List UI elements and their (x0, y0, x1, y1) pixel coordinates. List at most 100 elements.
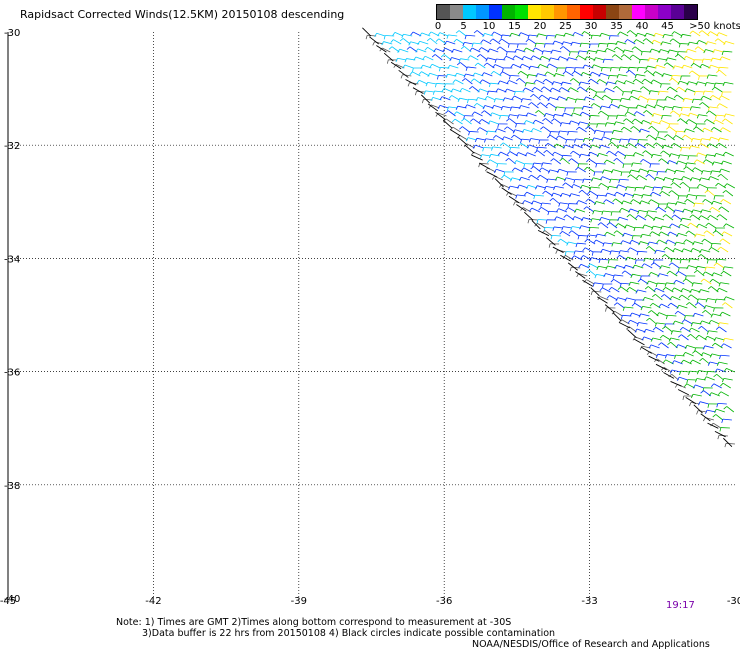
barb-feather (669, 77, 673, 82)
barb-feather (696, 410, 699, 415)
barb-feather (629, 240, 633, 244)
wind-barb (652, 186, 663, 191)
wind-barb (526, 74, 538, 79)
wind-barb (620, 171, 631, 176)
colorbar-segment (437, 5, 450, 19)
wind-barb (622, 306, 634, 311)
barb-shaft (588, 126, 596, 133)
barb-shaft (705, 310, 713, 317)
wind-barb (406, 46, 418, 53)
barb-feather (698, 177, 702, 182)
wind-barb (674, 169, 685, 175)
barb-feather (685, 230, 689, 234)
barb-shaft (684, 208, 694, 213)
wind-barb (712, 414, 724, 421)
barb-shaft (713, 422, 722, 429)
barb-feather (429, 63, 433, 68)
wind-barb (650, 153, 662, 159)
barb-shaft (626, 224, 636, 229)
barb-feather (698, 30, 703, 34)
wind-barb (537, 63, 549, 69)
colorbar-segment (541, 5, 554, 19)
barb-feather (682, 208, 685, 213)
wind-barb (549, 198, 561, 205)
wind-barb (572, 31, 584, 37)
barb-shaft (692, 30, 701, 37)
barb-shaft (704, 90, 714, 93)
wind-barb (664, 354, 676, 359)
barb-feather (579, 185, 583, 189)
barb-shaft (717, 258, 727, 261)
barb-shaft (471, 47, 481, 53)
wind-barb (619, 207, 631, 213)
barb-feather (543, 227, 546, 232)
colorbar-segment (476, 5, 489, 19)
barb-shaft (709, 106, 719, 109)
barb-feather (702, 310, 706, 314)
barb-feather (713, 82, 716, 88)
wind-barb (399, 38, 411, 45)
wind-barb (623, 118, 634, 125)
wind-barb (718, 206, 730, 213)
barb-feather (534, 185, 538, 190)
barb-shaft (667, 57, 677, 61)
barb-shaft (605, 273, 615, 277)
wind-barb (628, 95, 640, 101)
wind-barb (646, 351, 658, 357)
barb-shaft (651, 125, 659, 133)
barb-feather (652, 326, 657, 331)
barb-shaft (684, 319, 693, 325)
barb-feather (620, 54, 625, 58)
barb-feather (515, 152, 519, 157)
barb-feather (513, 91, 516, 96)
wind-barb (653, 32, 665, 37)
wind-barb (713, 153, 725, 158)
barb-shaft (521, 138, 531, 141)
barb-feather (528, 102, 532, 106)
barb-shaft (582, 184, 591, 189)
barb-shaft (698, 114, 708, 117)
barb-shaft (575, 138, 585, 141)
barb-shaft (595, 94, 604, 101)
barb-shaft (619, 144, 628, 149)
barb-feather (721, 231, 725, 236)
barb-shaft (580, 81, 590, 85)
barb-feather (536, 33, 539, 38)
barb-shaft (593, 64, 603, 69)
wind-barb (710, 383, 722, 389)
barb-feather (724, 443, 727, 448)
barb-shaft (448, 110, 456, 117)
wind-barb (410, 31, 422, 37)
barb-shaft (681, 334, 689, 341)
barb-shaft (686, 128, 695, 133)
barb-shaft (632, 162, 642, 165)
barb-shaft (588, 158, 597, 165)
barb-feather (719, 427, 722, 432)
barb-feather (693, 91, 696, 96)
wind-barb (559, 157, 570, 165)
barb-shaft (594, 282, 604, 285)
barb-feather (717, 137, 721, 142)
edge-barb (405, 79, 417, 86)
wind-barb (570, 41, 582, 46)
barb-shaft (558, 208, 568, 213)
barb-shaft (592, 218, 602, 221)
barb-feather (453, 111, 457, 116)
wind-barb (523, 47, 535, 53)
wind-barb (682, 395, 693, 400)
wind-barb (427, 72, 439, 77)
barb-shaft (626, 297, 636, 301)
barb-feather (661, 254, 666, 258)
barb-shaft (619, 216, 629, 221)
wind-barb (648, 271, 660, 277)
barb-shaft (642, 194, 652, 197)
barb-feather (422, 55, 426, 60)
wind-barb (689, 106, 701, 111)
barb-feather (577, 235, 580, 240)
wind-barb (638, 313, 650, 318)
barb-feather (660, 225, 663, 230)
barb-feather (563, 214, 567, 218)
barb-feather (696, 298, 699, 303)
wind-barb (688, 187, 699, 192)
barb-feather (577, 121, 581, 126)
